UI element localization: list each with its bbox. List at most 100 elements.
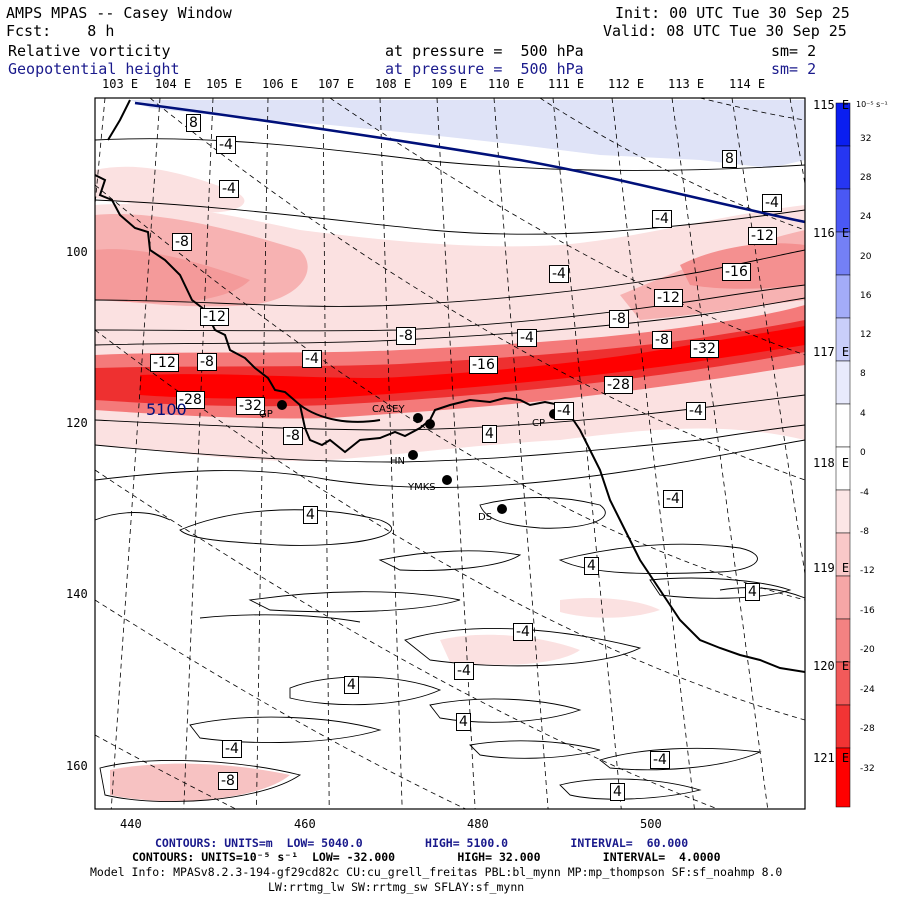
contour-label: -8 — [652, 331, 672, 349]
contour-label: -32 — [690, 340, 719, 358]
coastline — [95, 99, 805, 673]
station-gp-dot — [277, 400, 287, 410]
colorbar-tick: 4 — [860, 409, 866, 419]
contour-label: -8 — [396, 327, 416, 345]
contour-label: -8 — [609, 310, 629, 328]
x-label: 460 — [294, 817, 316, 831]
contour-label: -12 — [654, 289, 683, 307]
contour-label: -16 — [469, 356, 498, 374]
valid-time: Valid: 08 UTC Tue 30 Sep 25 — [603, 22, 847, 40]
station-label-ymks: YMKS — [408, 482, 436, 493]
contour-label: 4 — [584, 557, 599, 575]
colorbar-tick: 8 — [860, 369, 866, 379]
contour-label: -4 — [454, 662, 474, 680]
weak-negative-area — [110, 763, 290, 802]
lon-label: 113 E — [668, 77, 705, 91]
colorbar-unit: 10⁻⁵ s⁻¹ — [856, 100, 888, 109]
x-label: 480 — [467, 817, 489, 831]
lon-label: 103 E — [102, 77, 139, 91]
field-vorticity: Relative vorticity — [8, 42, 171, 60]
height-contour-label: 5100 — [146, 400, 187, 419]
colorbar-tick: -16 — [860, 606, 875, 616]
map-title: AMPS MPAS -- Casey Window — [6, 4, 232, 22]
right-lon-label: 117 E — [813, 345, 850, 359]
colorbar-tick: 0 — [860, 448, 866, 458]
right-lon-label: 118 E — [813, 456, 850, 470]
pressure-level-2: at pressure = 500 hPa — [385, 60, 584, 78]
contour-label: 8 — [722, 150, 737, 168]
station-ymks-dot — [442, 475, 452, 485]
lon-label: 110 E — [488, 77, 525, 91]
contour-label: -8 — [218, 772, 238, 790]
contour-label: -4 — [219, 180, 239, 198]
right-lon-label: 116 E — [813, 226, 850, 240]
contour-label: -28 — [604, 376, 633, 394]
contour-label: -8 — [283, 427, 303, 445]
contour-label: 4 — [303, 506, 318, 524]
weak-negative-area — [95, 166, 245, 213]
colorbar-tick: -12 — [860, 566, 875, 576]
colorbar-tick: 16 — [860, 291, 872, 301]
lon-label: 109 E — [431, 77, 468, 91]
lon-label: 105 E — [206, 77, 243, 91]
plot-frame — [94, 97, 806, 810]
y-label: 100 — [66, 245, 88, 259]
station-casey2-dot — [425, 419, 435, 429]
colorbar-tick: -4 — [860, 488, 869, 498]
footer-vorticity-contours: CONTOURS: UNITS=10⁻⁵ s⁻¹ LOW= -32.000 HI… — [132, 850, 721, 864]
smoothing-2: sm= 2 — [771, 60, 817, 78]
contour-label: -32 — [236, 397, 265, 415]
contour-label: -4 — [663, 490, 683, 508]
colorbar-tick: 12 — [860, 330, 872, 340]
lon-label: 107 E — [318, 77, 355, 91]
contour-label: -4 — [650, 751, 670, 769]
strong-negative-band — [140, 326, 805, 399]
init-time: Init: 00 UTC Tue 30 Sep 25 — [615, 4, 850, 22]
colorbar-tick: -20 — [860, 645, 875, 655]
contour-label: 4 — [456, 713, 471, 731]
lon-label: 111 E — [548, 77, 585, 91]
forecast-hour: Fcst: 8 h — [6, 22, 115, 40]
station-ds-dot — [497, 504, 507, 514]
colorbar — [835, 102, 851, 808]
contour-label: -4 — [762, 194, 782, 212]
pressure-level-1: at pressure = 500 hPa — [385, 42, 584, 60]
lon-label: 112 E — [608, 77, 645, 91]
colorbar-tick: -24 — [860, 685, 875, 695]
positive-vorticity-area — [130, 100, 805, 168]
colorbar-tick: 28 — [860, 173, 872, 183]
right-lon-label: 120 E — [813, 659, 850, 673]
weak-negative-area — [440, 634, 580, 665]
right-lon-label: 119 E — [813, 561, 850, 575]
y-label: 160 — [66, 759, 88, 773]
colorbar-tick: -8 — [860, 527, 869, 537]
contour-label: 4 — [610, 783, 625, 801]
footer-model-info-2: LW:rrtmg_lw SW:rrtmg_sw SFLAY:sf_mynn — [268, 880, 525, 894]
contour-label: -8 — [197, 353, 217, 371]
lon-label: 108 E — [375, 77, 412, 91]
station-hn-dot — [408, 450, 418, 460]
station-label-ds: DS — [478, 512, 493, 523]
contour-label: -4 — [216, 136, 236, 154]
footer-height-contours: CONTOURS: UNITS=m LOW= 5040.0 HIGH= 5100… — [155, 836, 689, 850]
x-label: 440 — [120, 817, 142, 831]
right-lon-label: 121 E — [813, 751, 850, 765]
contour-label: -4 — [554, 402, 574, 420]
contour-label: -16 — [722, 263, 751, 281]
contour-label: -4 — [302, 350, 322, 368]
colorbar-tick: 32 — [860, 134, 872, 144]
right-lon-label: 115 E — [813, 98, 850, 112]
colorbar-tick: -32 — [860, 764, 875, 774]
lon-label: 114 E — [729, 77, 766, 91]
contour-label: -12 — [748, 227, 777, 245]
contour-label: -4 — [513, 623, 533, 641]
contour-label: -12 — [200, 308, 229, 326]
colorbar-tick: 20 — [860, 252, 872, 262]
contour-label: 4 — [344, 676, 359, 694]
contour-label: 4 — [745, 583, 760, 601]
x-label: 500 — [640, 817, 662, 831]
lon-label: 106 E — [262, 77, 299, 91]
contour-label: -4 — [549, 265, 569, 283]
station-label-cp: CP — [532, 418, 546, 429]
